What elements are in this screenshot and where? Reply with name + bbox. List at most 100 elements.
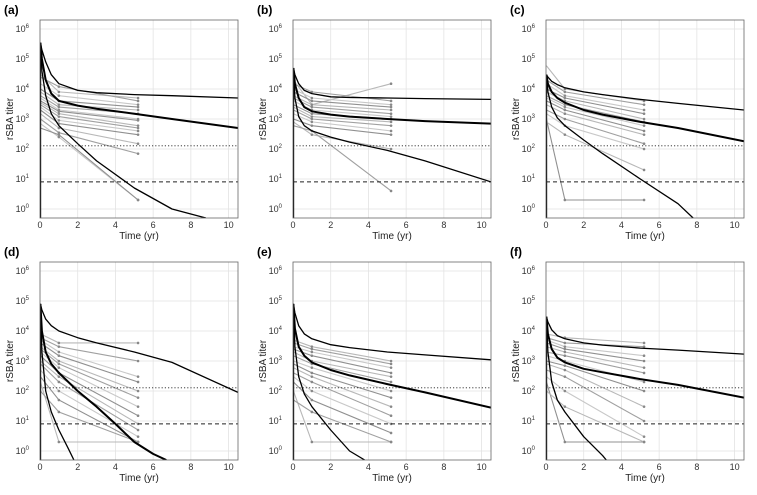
y-tick-label: 101: [522, 416, 536, 426]
y-tick-exponent: 0: [279, 446, 283, 452]
y-tick-base: 10: [522, 296, 532, 306]
subject-point: [642, 103, 646, 106]
subject-point: [57, 110, 61, 113]
y-tick-label: 103: [522, 114, 536, 124]
x-tick-label: 2: [328, 220, 333, 230]
x-tick-label: 8: [188, 462, 193, 472]
subject-point: [136, 198, 140, 202]
y-tick-base: 10: [269, 24, 279, 34]
y-tick-exponent: 3: [279, 356, 283, 362]
subject-point: [310, 96, 314, 100]
subject-point: [136, 414, 140, 418]
y-tick-label: 104: [269, 84, 283, 94]
model-curve-lower: [40, 303, 75, 460]
subject-point: [136, 152, 140, 155]
subject-point: [389, 366, 393, 369]
subject-point: [310, 345, 314, 348]
y-tick-exponent: 1: [26, 174, 30, 180]
model-curve-upper: [546, 316, 744, 355]
y-tick-label: 105: [269, 296, 283, 306]
y-tick-exponent: 4: [26, 326, 30, 332]
y-tick-label: 106: [16, 24, 30, 34]
y-tick-label: 105: [522, 296, 536, 306]
y-tick-base: 10: [522, 174, 532, 184]
subject-point: [389, 396, 393, 399]
subject-point: [642, 124, 646, 127]
subject-point: [563, 112, 567, 116]
subject-point: [642, 198, 646, 202]
y-tick-label: 101: [522, 174, 536, 184]
model-curve-upper: [293, 67, 491, 101]
y-tick-base: 10: [16, 326, 26, 336]
subject-point: [57, 345, 61, 348]
y-tick-label: 102: [269, 386, 283, 396]
x-tick-label: 4: [113, 462, 118, 472]
subject-point: [563, 133, 567, 136]
subject-point: [57, 115, 61, 118]
subject-point: [310, 90, 314, 94]
y-tick-label: 101: [16, 416, 30, 426]
y-tick-base: 10: [522, 446, 532, 456]
subject-point: [57, 131, 61, 134]
y-tick-label: 104: [269, 326, 283, 336]
y-tick-exponent: 5: [279, 54, 283, 60]
subject-point: [310, 347, 314, 351]
y-tick-label: 105: [16, 296, 30, 306]
subject-point: [310, 380, 314, 384]
subject-point: [310, 105, 314, 109]
x-axis-title: Time (yr): [372, 231, 412, 242]
plot-frame: [39, 19, 239, 219]
y-tick-label: 100: [269, 204, 283, 214]
y-tick-exponent: 2: [279, 144, 283, 150]
y-tick-exponent: 0: [26, 446, 30, 452]
subject-point: [136, 105, 140, 109]
subject-point: [57, 119, 61, 122]
plot-frame: [292, 19, 492, 219]
panel-letter: (d): [4, 245, 19, 259]
panel-letter: (c): [510, 3, 525, 17]
subject-point: [389, 103, 393, 106]
subject-point: [136, 396, 140, 399]
model-curve-upper: [40, 42, 238, 99]
x-tick-label: 8: [441, 462, 446, 472]
y-tick-base: 10: [269, 446, 279, 456]
x-axis-title: Time (yr): [625, 231, 665, 242]
y-tick-base: 10: [522, 204, 532, 214]
subject-point: [57, 375, 61, 378]
x-tick-label: 6: [404, 462, 409, 472]
y-tick-exponent: 4: [279, 326, 283, 332]
subject-point: [310, 410, 314, 414]
y-tick-base: 10: [269, 326, 279, 336]
subject-point: [563, 345, 567, 348]
x-tick-label: 8: [694, 220, 699, 230]
y-tick-exponent: 5: [26, 296, 30, 302]
subject-point: [563, 354, 567, 358]
subject-point: [642, 389, 646, 393]
y-tick-base: 10: [269, 356, 279, 366]
subject-point: [642, 419, 646, 423]
subject-point: [57, 105, 61, 109]
subject-point: [310, 99, 314, 103]
y-tick-exponent: 1: [532, 174, 536, 180]
y-tick-label: 102: [522, 144, 536, 154]
subject-point: [310, 375, 314, 378]
y-tick-label: 102: [16, 386, 30, 396]
y-tick-base: 10: [269, 174, 279, 184]
subject-point: [136, 129, 140, 133]
x-tick-label: 6: [151, 462, 156, 472]
subject-point: [136, 359, 140, 363]
subject-point: [563, 90, 567, 94]
x-tick-label: 0: [543, 462, 548, 472]
subject-point: [389, 120, 393, 124]
y-tick-label: 105: [269, 54, 283, 64]
model-curve-upper: [293, 303, 491, 361]
subject-point: [310, 354, 314, 358]
subject-point: [310, 103, 314, 106]
y-axis-title: rSBA titer: [511, 339, 522, 382]
y-tick-label: 105: [16, 54, 30, 64]
y-tick-exponent: 6: [26, 24, 30, 30]
